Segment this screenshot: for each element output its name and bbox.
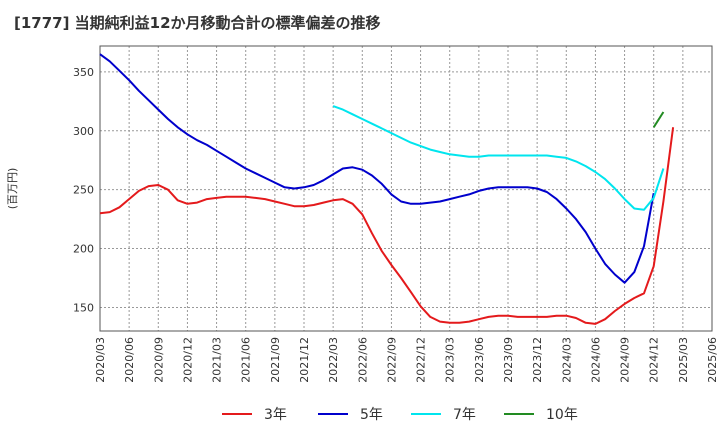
chart-title: [1777] 当期純利益12か月移動合計の標準偏差の推移: [14, 14, 381, 32]
x-tick-label: 2020/12: [181, 337, 194, 383]
x-tick-label: 2021/03: [211, 337, 224, 383]
x-tick-label: 2020/09: [152, 337, 165, 383]
series-line-7年: [332, 105, 665, 211]
grid-layer: [99, 46, 713, 331]
series-line-3年: [99, 127, 675, 325]
series-layer: [99, 53, 675, 325]
legend-label: 3年: [264, 407, 287, 423]
legend-label: 7年: [453, 407, 476, 423]
y-tick-label: 350: [73, 66, 94, 79]
plot-area: [99, 45, 713, 332]
x-tick-label: 2021/12: [298, 337, 311, 383]
y-tick-label: 250: [73, 184, 94, 197]
y-axis: 150 200 250 300 350: [73, 66, 94, 315]
x-tick-label: 2022/09: [385, 337, 398, 383]
legend-label: 10年: [546, 407, 578, 423]
x-tick-label: 2020/06: [123, 337, 136, 383]
y-axis-label: (百万円): [6, 168, 19, 210]
x-tick-label: 2025/03: [677, 337, 690, 383]
x-tick-label: 2024/09: [619, 337, 632, 383]
series-line-10年: [652, 111, 665, 128]
x-tick-label: 2022/03: [327, 337, 340, 383]
x-tick-label: 2023/06: [473, 337, 486, 383]
x-tick-label: 2023/09: [502, 337, 515, 383]
x-tick-label: 2025/06: [706, 337, 719, 383]
y-tick-label: 150: [73, 301, 94, 314]
x-tick-label: 2021/09: [269, 337, 282, 383]
x-tick-label: 2023/12: [531, 337, 544, 383]
y-tick-label: 300: [73, 125, 94, 138]
x-tick-label: 2022/12: [415, 337, 428, 383]
x-tick-label: 2023/03: [444, 337, 457, 383]
x-axis: 2020/03 2020/06 2020/09 2020/12 2021/03 2021/…: [94, 337, 719, 383]
x-tick-label: 2024/03: [560, 337, 573, 383]
legend-label: 5年: [360, 407, 383, 423]
x-tick-label: 2021/06: [240, 337, 253, 383]
x-tick-label: 2022/06: [356, 337, 369, 383]
y-tick-label: 200: [73, 243, 94, 256]
series-line-5年: [99, 53, 655, 284]
x-tick-label: 2020/03: [94, 337, 107, 383]
x-tick-label: 2024/06: [589, 337, 602, 383]
legend: 3年 5年 7年 10年: [222, 407, 578, 423]
x-tick-label: 2024/12: [648, 337, 661, 383]
